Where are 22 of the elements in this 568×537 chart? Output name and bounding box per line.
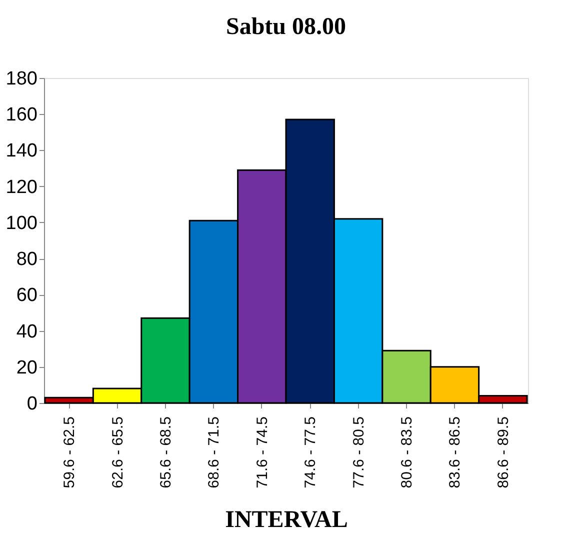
x-tick-label: 62.6 - 65.5: [109, 416, 126, 488]
x-tick-label: 74.6 - 77.5: [302, 416, 320, 488]
x-tick-label: 80.6 - 83.5: [398, 416, 416, 488]
x-tick-label: 86.6 - 89.5: [494, 416, 512, 488]
y-tick-label: 120: [6, 176, 38, 198]
x-tick-label: 68.6 - 71.5: [206, 416, 223, 488]
y-tick-label: 20: [16, 357, 38, 378]
y-tick-label: 100: [6, 212, 38, 234]
y-tick-label: 40: [16, 321, 38, 342]
y-tick-label: 60: [16, 285, 38, 306]
y-tick-label: 80: [16, 249, 38, 270]
x-tick-label: 59.6 - 62.5: [61, 416, 78, 488]
y-tick-label: 140: [6, 140, 38, 162]
y-tick-label: 160: [6, 104, 38, 126]
x-axis-title: INTERVAL: [225, 507, 348, 534]
x-tick-label: 65.6 - 68.5: [157, 416, 174, 488]
x-tick-label: 77.6 - 80.5: [350, 416, 368, 488]
y-tick-label: 0: [26, 394, 38, 414]
y-tick-label: 180: [6, 68, 38, 90]
chart-title: Sabtu 08.00: [226, 14, 346, 40]
x-tick-label: 83.6 - 86.5: [446, 416, 464, 488]
x-tick-label: 71.6 - 74.5: [254, 416, 271, 488]
